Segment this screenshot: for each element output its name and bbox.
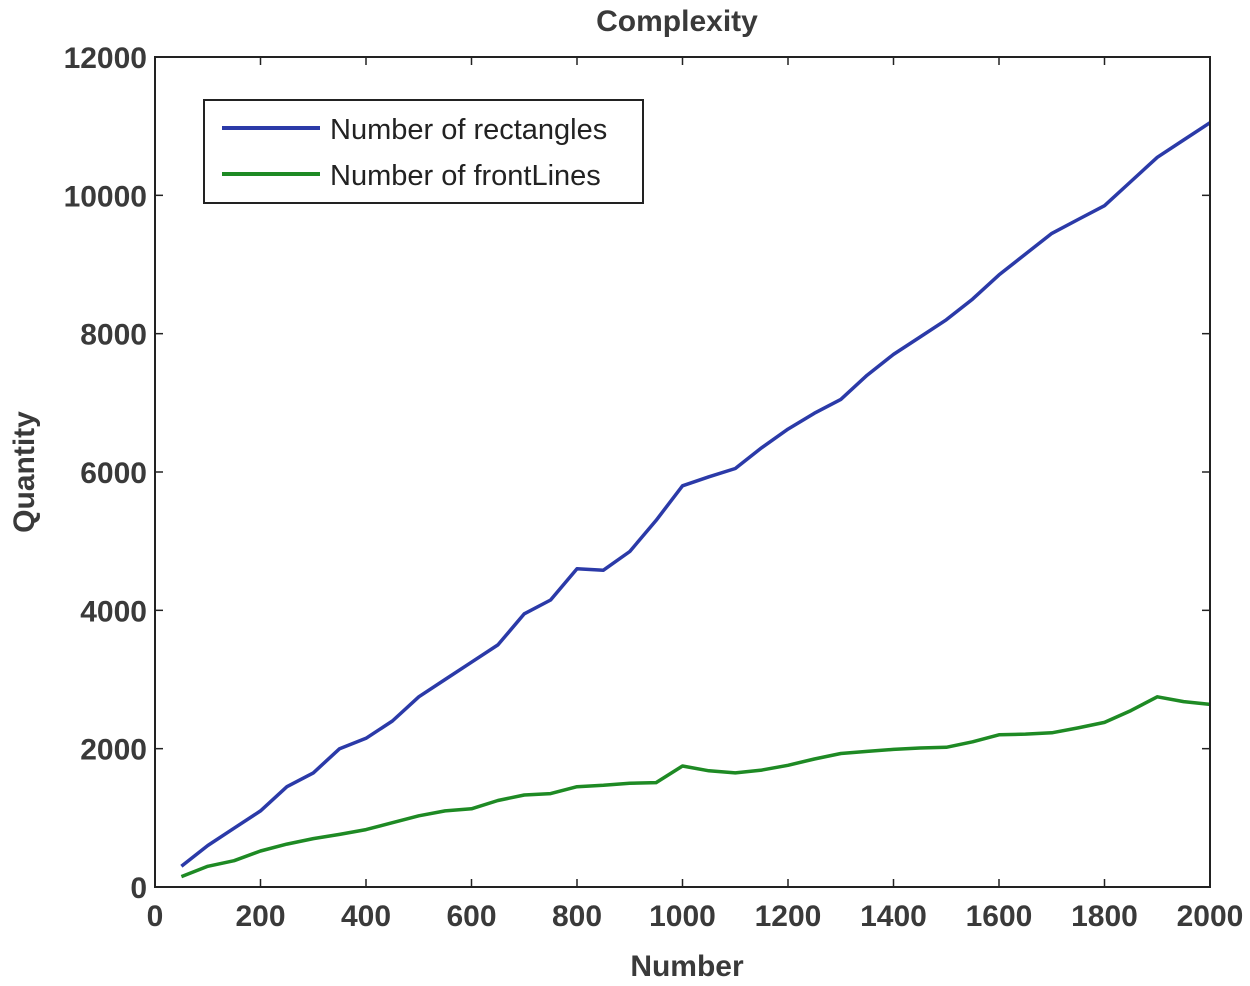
- y-tick-label: 2000: [80, 734, 147, 767]
- y-tick-label: 10000: [64, 180, 147, 213]
- legend-box: [203, 99, 644, 204]
- chart-title: Complexity: [596, 5, 758, 38]
- x-tick-label: 1800: [1071, 900, 1138, 933]
- x-tick-label: 1600: [966, 900, 1033, 933]
- y-tick-label: 4000: [80, 595, 147, 628]
- y-tick-label: 0: [130, 872, 147, 905]
- x-tick-label: 400: [341, 900, 391, 933]
- series-lines: [180, 121, 1211, 879]
- x-tick-label: 1400: [860, 900, 927, 933]
- y-tick-label: 6000: [80, 457, 147, 490]
- plot-frame: [154, 56, 1211, 888]
- y-ticks: 0 2000 4000 6000 8000 10000 12000: [64, 42, 1210, 905]
- y-tick-label: 12000: [64, 42, 147, 75]
- legend-label-frontlines: Number of frontLines: [330, 160, 601, 192]
- series-line-rectangles: [180, 121, 1211, 868]
- legend-label-rectangles: Number of rectangles: [330, 114, 607, 146]
- x-tick-label: 1200: [755, 900, 822, 933]
- x-tick-label: 600: [446, 900, 496, 933]
- x-tick-label: 200: [235, 900, 285, 933]
- y-tick-label: 8000: [80, 319, 147, 352]
- x-tick-label: 1000: [649, 900, 716, 933]
- series-line-frontlines: [180, 695, 1211, 879]
- x-tick-label: 0: [147, 900, 164, 933]
- x-axis-label: Number: [630, 950, 744, 983]
- legend: Number of rectangles Number of frontLine…: [203, 99, 644, 204]
- y-axis-label: Quantity: [8, 411, 41, 533]
- x-ticks: 0 200 400 600 800 1000 1200 1400 1600 1800 2000: [147, 57, 1244, 933]
- x-tick-label: 800: [552, 900, 602, 933]
- x-tick-label: 2000: [1177, 900, 1244, 933]
